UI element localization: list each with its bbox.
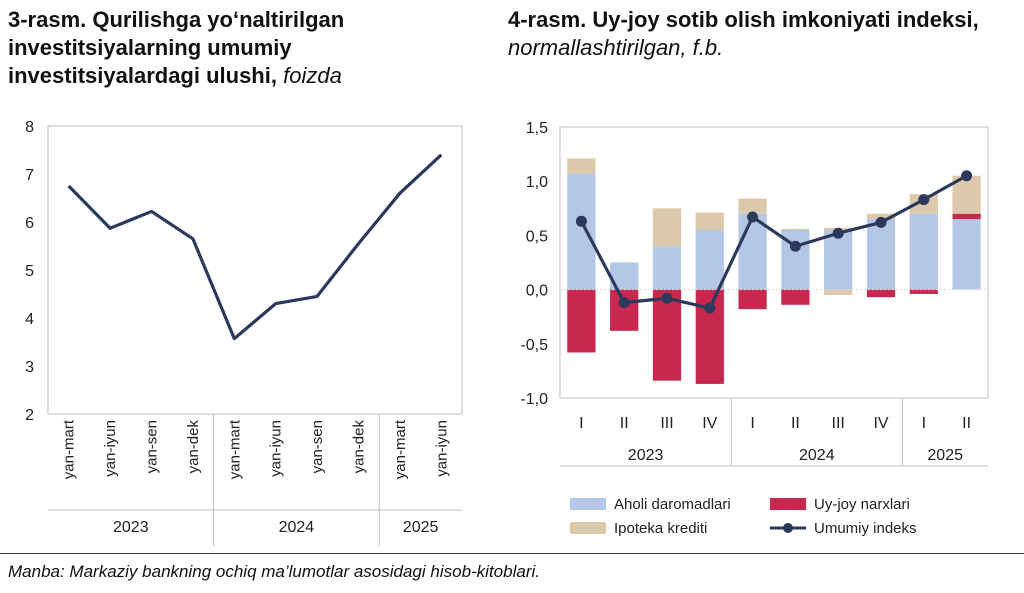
y-tick-label: 8 [25,119,34,136]
y-tick-label: 3 [25,359,34,376]
total-index-point [747,211,759,223]
stacked-bar-segment [567,289,596,353]
series-line [67,153,443,341]
chart2-title-unit: normallashtirilgan, f.b. [508,35,724,60]
stacked-bar-segment [824,289,853,296]
x-group-label: 2023 [113,519,149,536]
x-tick-label: II [962,415,971,432]
plot-frame [47,125,463,415]
plot-frame [559,126,989,399]
x-tick-label: III [660,415,673,432]
x-tick-label: yan-iyun [268,420,285,477]
x-tick-label: yan-sen [144,420,161,473]
chart2-title: 4-rasm. Uy-joy sotib olish imkoniyati in… [508,6,1008,62]
legend-swatch [570,498,606,510]
y-tick-label: 1,5 [526,120,548,137]
stacked-bar-segment [952,219,981,290]
y-tick-label: -0,5 [520,337,548,354]
x-tick-label: yan-iyun [433,420,450,477]
stacked-bar-segment [824,229,853,290]
x-tick-label: I [750,415,754,432]
stacked-bar-segment [695,212,724,230]
chart2-title-text: 4-rasm. Uy-joy sotib olish imkoniyati in… [508,7,979,32]
x-tick-label: yan-iyun [102,420,119,477]
chart1-title-text: 3-rasm. Qurilishga yo‘naltirilgan invest… [8,7,345,88]
total-index-point [832,227,844,239]
x-tick-label: yan-mart [392,419,409,479]
stacked-bar-segment [909,213,938,290]
stacked-bar-segment [695,229,724,290]
stacked-bar-segment [866,213,896,220]
y-tick-label: 5 [25,263,34,280]
stacked-bar-segment [866,219,896,290]
total-index-point [918,194,930,206]
stacked-bar-segment [567,158,596,174]
legend-swatch [770,498,806,510]
y-tick-label: -1,0 [520,391,548,408]
y-tick-label: 0,0 [526,283,548,300]
total-index-point [661,292,673,304]
stacked-bar-segment [952,213,981,220]
stacked-bar-segment [738,213,767,290]
legend-marker-swatch [783,523,793,533]
x-tick-label: yan-dek [185,420,202,474]
x-tick-label: I [922,415,926,432]
stacked-bar-segment [610,289,639,331]
legend-label: Umumiy indeks [814,520,917,537]
y-tick-label: 7 [25,167,34,184]
stacked-bar-segment [567,173,596,290]
legend-label: Ipoteka krediti [614,520,707,537]
x-tick-label: yan-sen [309,420,326,473]
x-tick-label: III [832,415,845,432]
chart1-title-unit: foizda [283,63,342,88]
x-group-label: 2024 [279,519,315,536]
x-group-label: 2025 [403,519,439,536]
chart1-title: 3-rasm. Qurilishga yo‘naltirilgan invest… [8,6,478,90]
stacked-bar-segment [781,228,810,230]
stacked-bar-segment [652,208,682,247]
stacked-bar-segment [652,246,682,290]
stacked-bar-segment [738,289,767,310]
legend-swatch [570,522,606,534]
x-group-label: 2025 [927,447,963,464]
y-tick-label: 2 [25,407,34,424]
x-group-label: 2023 [628,447,664,464]
total-index-point [618,297,630,309]
source-rule [0,553,1024,554]
total-index-point [961,170,973,182]
legend-label: Aholi daromadlari [614,496,731,513]
legend-label: Uy-joy narxlari [814,496,910,513]
x-tick-label: II [791,415,800,432]
x-tick-label: II [620,415,629,432]
stacked-bar-segment [652,289,682,381]
total-index-point [704,302,716,314]
x-group-label: 2024 [799,447,835,464]
x-tick-label: I [579,415,583,432]
total-index-point [789,240,801,252]
total-index-line [579,174,968,310]
chart2-bar-chart: -1,0-0,50,00,51,01,5I II III IV I II III IV I II2… [520,120,989,537]
total-index-point [875,216,887,228]
chart1-line-chart: 2 3 4 5 6 7 8 yan-mart yan-iyun yan-sen yan-dek yan… [25,119,463,546]
x-tick-label: yan-dek [351,420,368,474]
y-tick-label: 0,5 [526,228,548,245]
source-note: Manba: Markaziy bankning ochiq ma’lumotl… [8,562,540,581]
stacked-bar-segment [781,289,810,305]
total-index-point [575,215,587,227]
y-tick-label: 1,0 [526,174,548,191]
stacked-bar-segment [738,198,767,214]
stacked-bar-segment [866,289,896,298]
y-tick-label: 6 [25,215,34,232]
x-tick-label: yan-mart [61,419,78,479]
x-tick-label: IV [873,415,888,432]
y-tick-label: 4 [25,311,34,328]
x-tick-label: IV [702,415,717,432]
x-tick-label: yan-mart [226,419,243,479]
stacked-bar-segment [909,289,938,294]
